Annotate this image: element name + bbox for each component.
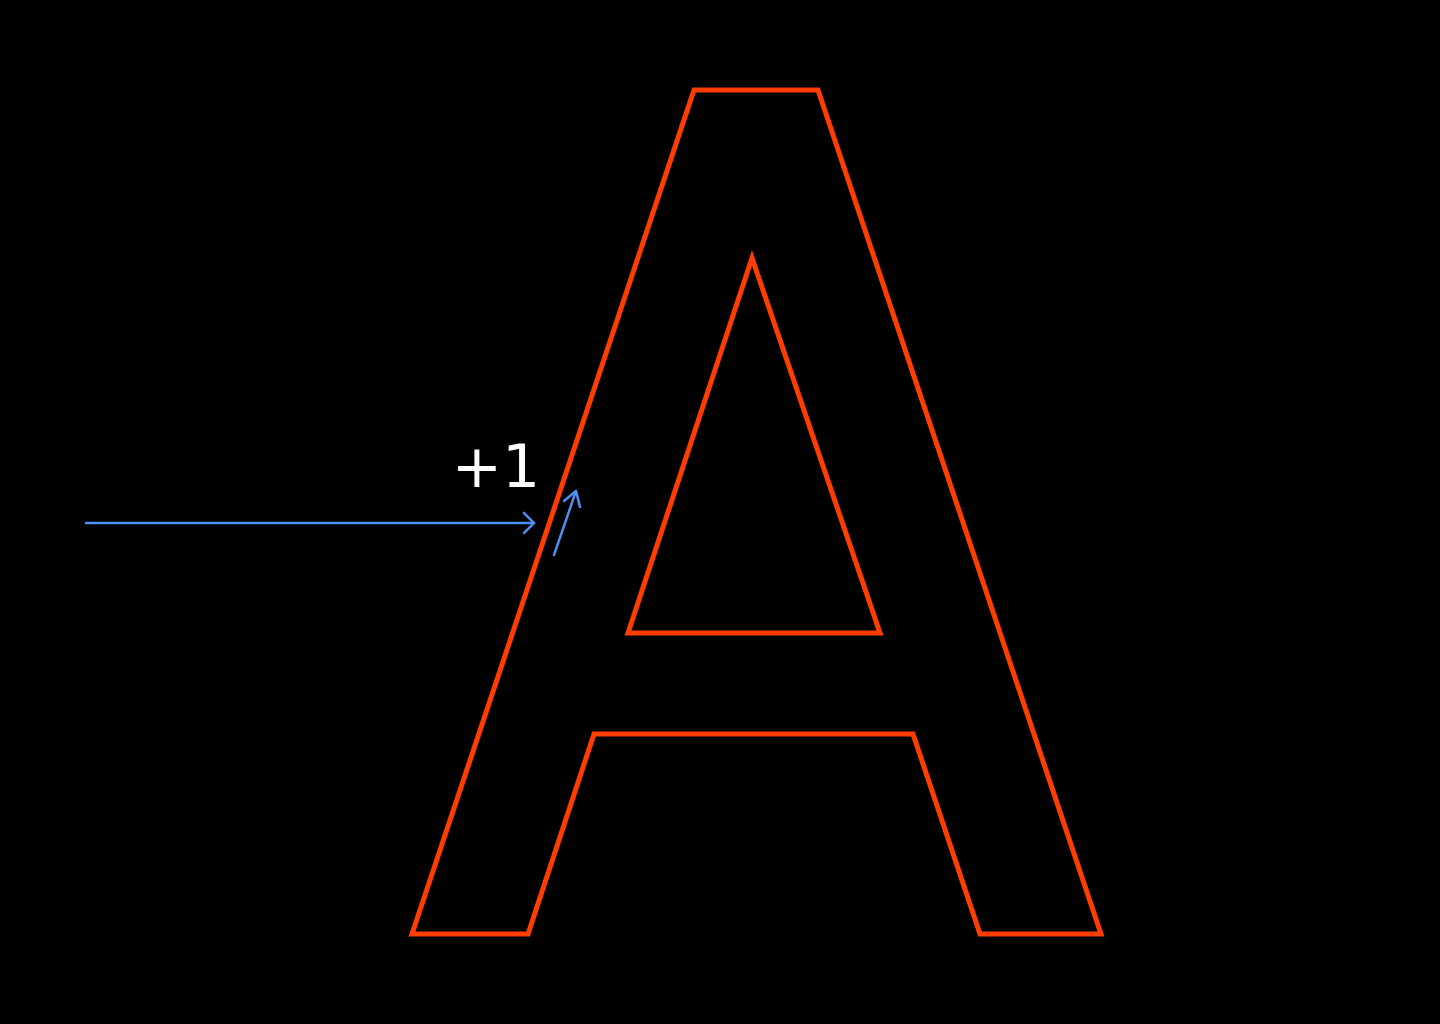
- winding-label: +1: [452, 432, 540, 502]
- ray-arrow-icon: [84, 511, 536, 535]
- glyph-outer-contour: [408, 87, 1105, 937]
- glyph-inner-contour: [624, 250, 884, 636]
- direction-arrow-icon: [552, 489, 582, 557]
